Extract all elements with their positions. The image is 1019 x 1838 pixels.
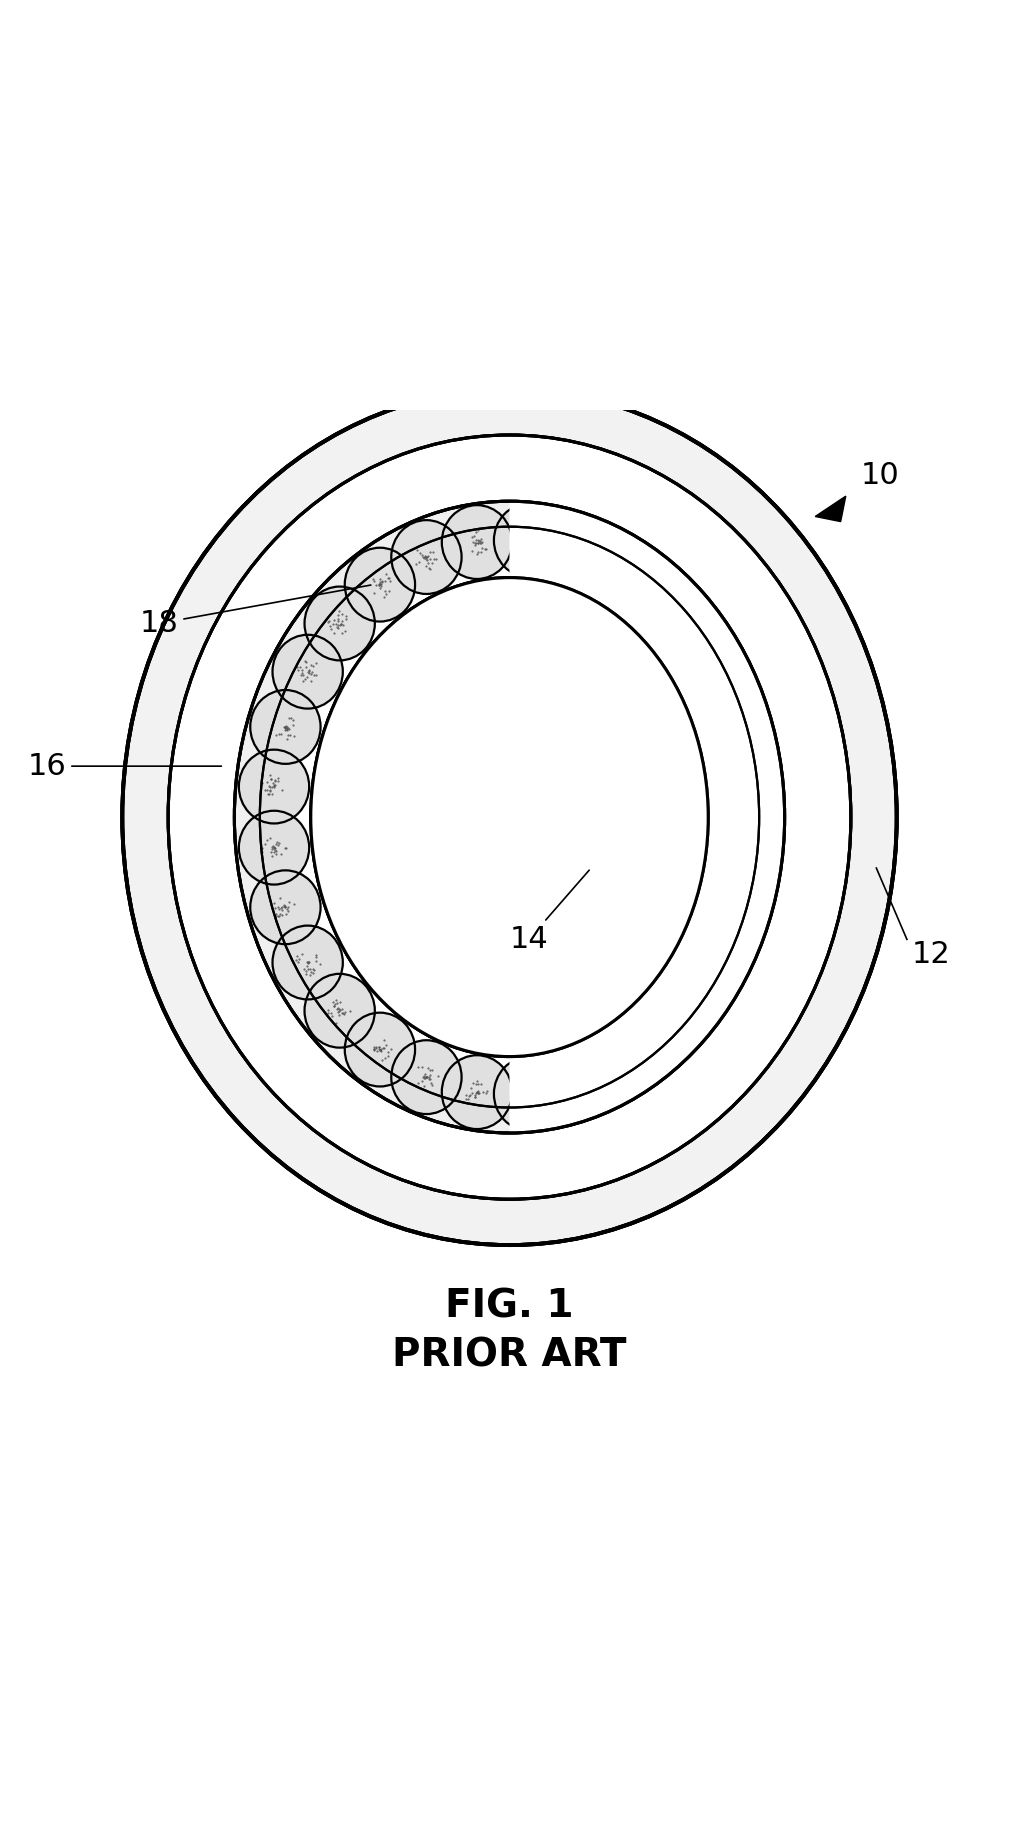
Ellipse shape <box>168 436 851 1198</box>
Ellipse shape <box>311 577 708 1057</box>
Text: 12: 12 <box>912 941 951 969</box>
Ellipse shape <box>391 1040 462 1114</box>
Ellipse shape <box>344 548 415 621</box>
Ellipse shape <box>494 1057 565 1130</box>
Polygon shape <box>510 502 785 1132</box>
Text: 14: 14 <box>510 869 589 954</box>
Polygon shape <box>815 496 846 522</box>
Ellipse shape <box>260 528 759 1108</box>
Text: 16: 16 <box>28 752 221 781</box>
Text: 18: 18 <box>140 584 371 638</box>
Ellipse shape <box>391 520 462 594</box>
Ellipse shape <box>442 1055 513 1129</box>
Ellipse shape <box>442 505 513 579</box>
Ellipse shape <box>272 634 342 709</box>
Ellipse shape <box>238 750 309 823</box>
Ellipse shape <box>593 540 663 614</box>
Ellipse shape <box>234 502 785 1132</box>
Ellipse shape <box>494 504 565 577</box>
Ellipse shape <box>344 1013 415 1086</box>
Ellipse shape <box>311 577 708 1057</box>
Ellipse shape <box>238 811 309 884</box>
Text: 10: 10 <box>861 461 900 491</box>
Ellipse shape <box>272 926 342 1000</box>
Ellipse shape <box>251 689 321 765</box>
Ellipse shape <box>545 515 615 588</box>
Ellipse shape <box>305 586 375 660</box>
Ellipse shape <box>593 1020 663 1094</box>
Ellipse shape <box>122 390 897 1244</box>
Ellipse shape <box>251 871 321 945</box>
Text: PRIOR ART: PRIOR ART <box>392 1336 627 1375</box>
Text: FIG. 1: FIG. 1 <box>445 1287 574 1325</box>
Ellipse shape <box>305 974 375 1048</box>
Ellipse shape <box>311 577 708 1057</box>
Ellipse shape <box>545 1046 615 1119</box>
